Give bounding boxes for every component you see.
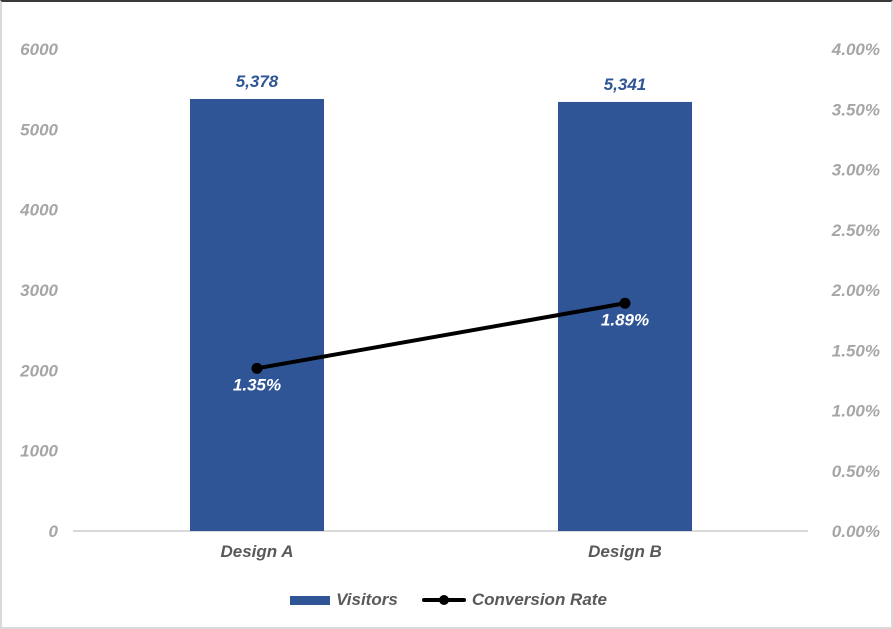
right-y-tick-label: 0.00% xyxy=(832,522,880,541)
bar-swatch-icon xyxy=(290,595,331,605)
right-y-tick-label: 3.00% xyxy=(832,161,880,180)
visitors-value-label: 5,378 xyxy=(236,72,279,91)
right-y-axis: 0.00% 0.50% 1.00% 1.50% 2.00% 2.50% 3.00% 3.50%… xyxy=(831,40,880,541)
legend-item-conversion-rate[interactable]: Conversion Rate xyxy=(421,590,607,610)
visitors-bar[interactable] xyxy=(190,98,324,531)
legend-item-visitors[interactable]: Visitors xyxy=(290,590,398,610)
conversion-rate-value-label: 1.89% xyxy=(601,310,649,329)
left-y-tick-label: 2000 xyxy=(19,361,58,380)
left-y-tick-label: 6000 xyxy=(20,40,58,59)
legend: Visitors Conversion Rate xyxy=(2,590,893,610)
right-y-tick-label: 2.00% xyxy=(831,281,880,300)
left-y-tick-label: 5000 xyxy=(20,120,58,139)
right-y-tick-label: 0.50% xyxy=(832,462,880,481)
visitors-bars xyxy=(190,98,692,531)
category-label: Design B xyxy=(588,542,662,561)
x-axis-labels: Design A Design B xyxy=(220,542,661,561)
left-y-tick-label: 0 xyxy=(49,522,59,541)
conversion-rate-value-label: 1.35% xyxy=(233,375,281,394)
category-label: Design A xyxy=(220,542,293,561)
line-marker-swatch-icon xyxy=(421,595,466,605)
legend-label-conversion-rate: Conversion Rate xyxy=(471,590,607,609)
left-y-tick-label: 3000 xyxy=(20,281,58,300)
conversion-rate-marker[interactable] xyxy=(251,362,263,374)
right-y-tick-label: 1.50% xyxy=(832,341,880,360)
conversion-rate-marker[interactable] xyxy=(619,297,631,309)
left-y-axis: 0 1000 2000 3000 4000 5000 6000 xyxy=(19,40,58,541)
right-y-tick-label: 3.50% xyxy=(832,100,880,119)
visitors-data-labels: 5,378 5,341 xyxy=(236,72,647,94)
left-y-tick-label: 4000 xyxy=(19,201,58,220)
conversion-rate-polyline xyxy=(255,301,627,371)
conversion-rate-line: 1.35% 1.89% xyxy=(233,297,649,394)
left-y-tick-label: 1000 xyxy=(20,442,58,461)
right-y-tick-label: 1.00% xyxy=(832,402,880,421)
visitors-value-label: 5,341 xyxy=(604,75,647,94)
right-y-tick-label: 4.00% xyxy=(831,40,880,59)
visitors-bar[interactable] xyxy=(558,101,692,531)
legend-label-visitors: Visitors xyxy=(336,590,398,609)
right-y-tick-label: 2.50% xyxy=(831,221,880,240)
